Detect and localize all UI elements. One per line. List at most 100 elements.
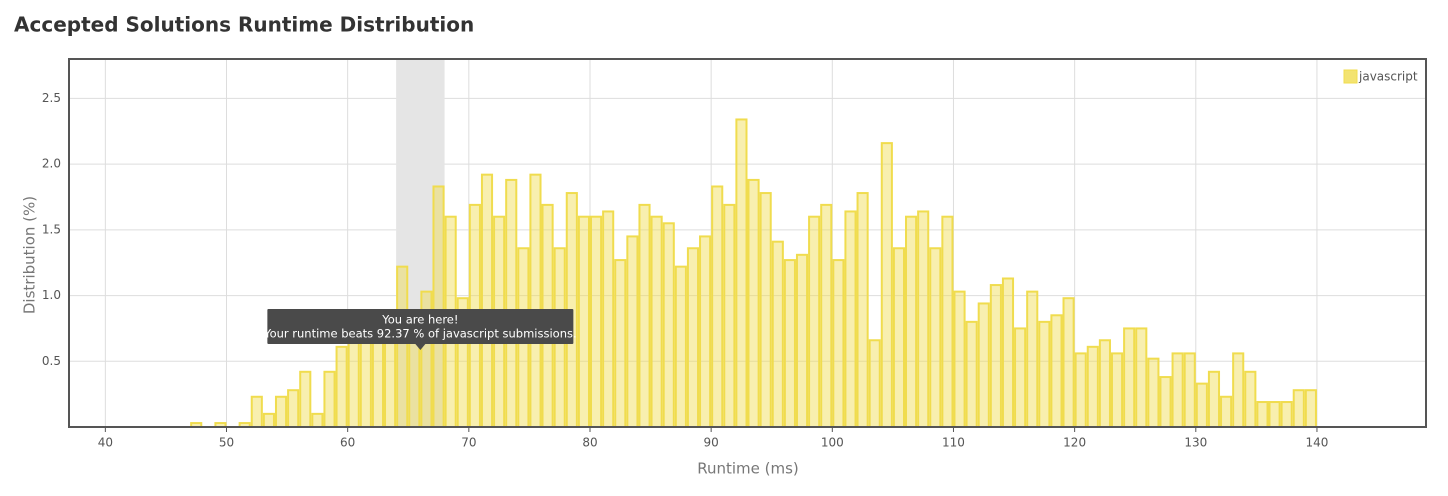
bar <box>880 142 893 428</box>
bar <box>820 203 833 428</box>
bar <box>1050 314 1063 428</box>
bar <box>711 185 724 428</box>
legend-label: javascript <box>1358 70 1418 84</box>
bar <box>771 240 784 428</box>
tooltip-box <box>267 309 574 344</box>
x-tick-label: 80 <box>582 436 597 450</box>
bar <box>1292 389 1305 429</box>
x-tick-label: 100 <box>821 436 844 450</box>
bar <box>614 259 627 429</box>
x-tick-label: 110 <box>942 436 965 450</box>
bar <box>941 215 954 428</box>
bar <box>1195 382 1208 428</box>
bar <box>1159 376 1172 428</box>
bar <box>735 118 748 428</box>
bar <box>1026 290 1039 428</box>
bar <box>929 247 942 428</box>
bar <box>1110 352 1124 428</box>
bar <box>977 302 990 429</box>
grid <box>69 59 1426 432</box>
x-tick-label: 120 <box>1063 436 1086 450</box>
x-tick-label: 70 <box>461 436 476 450</box>
x-tick-label: 50 <box>219 436 234 450</box>
bar <box>1086 345 1099 429</box>
bar <box>1268 401 1281 428</box>
x-tick-label: 130 <box>1184 436 1207 450</box>
bar <box>589 215 603 428</box>
bar <box>1171 352 1184 428</box>
bar <box>759 192 772 428</box>
bar <box>347 339 360 428</box>
y-tick-label: 2.5 <box>42 91 61 105</box>
bar <box>783 259 796 429</box>
x-tick-label: 90 <box>704 436 719 450</box>
y-axis-label: Distribution (%) <box>21 196 39 314</box>
x-tick-label: 140 <box>1306 436 1329 450</box>
bar <box>723 203 736 428</box>
bar <box>953 290 966 428</box>
bar <box>808 215 821 428</box>
bar <box>577 215 590 428</box>
bar <box>1147 357 1160 428</box>
bar <box>1304 389 1317 429</box>
tooltip-title: You are here! <box>381 313 458 327</box>
bar <box>905 215 918 428</box>
bar <box>1123 327 1136 428</box>
bar <box>287 389 300 429</box>
bar <box>602 210 615 428</box>
bar <box>1256 401 1269 428</box>
bar <box>250 395 263 428</box>
bar <box>1280 401 1293 428</box>
x-axis-label: Runtime (ms) <box>697 460 799 478</box>
bar <box>638 203 651 428</box>
bar <box>650 215 663 428</box>
bar <box>1244 370 1257 428</box>
bar <box>1220 395 1233 428</box>
bar <box>832 259 845 429</box>
bar <box>529 173 542 428</box>
bar <box>844 210 857 428</box>
bar <box>917 210 930 428</box>
bar <box>1014 327 1027 428</box>
bar <box>686 247 700 428</box>
bar <box>892 247 906 428</box>
plot <box>190 59 1317 429</box>
bar <box>323 370 336 428</box>
legend-swatch <box>1343 69 1358 84</box>
bar <box>1207 370 1221 428</box>
bar <box>1038 320 1051 429</box>
chart-title: Accepted Solutions Runtime Distribution <box>14 13 474 37</box>
bar <box>626 235 639 428</box>
bar <box>868 339 881 428</box>
bar <box>795 253 809 428</box>
tooltip-arrow <box>415 344 426 350</box>
bar <box>1232 352 1245 428</box>
bar <box>311 412 324 429</box>
x-tick-label: 40 <box>98 436 113 450</box>
y-tick-label: 0.5 <box>42 354 61 368</box>
bar <box>335 345 348 429</box>
y-tick-label: 2.0 <box>42 157 61 171</box>
bar <box>432 185 445 428</box>
bar <box>674 265 687 428</box>
bar <box>699 235 712 428</box>
bar <box>965 320 978 429</box>
bar <box>1098 339 1111 428</box>
y-tick-label: 1.5 <box>42 222 61 236</box>
bar <box>989 284 1002 428</box>
y-tick-label: 1.0 <box>42 288 61 302</box>
bar <box>747 178 760 428</box>
bar <box>262 412 275 429</box>
plot-frame <box>68 58 1427 428</box>
bar <box>299 370 312 428</box>
x-tick-label: 60 <box>340 436 355 450</box>
bar <box>1074 352 1087 428</box>
bar <box>1001 277 1015 428</box>
bar <box>856 192 869 428</box>
bar <box>480 173 494 428</box>
bar <box>396 265 409 428</box>
bar <box>662 222 675 428</box>
tooltip-text: Your runtime beats 92.37 % of javascript… <box>263 327 577 341</box>
bar <box>1183 352 1196 428</box>
